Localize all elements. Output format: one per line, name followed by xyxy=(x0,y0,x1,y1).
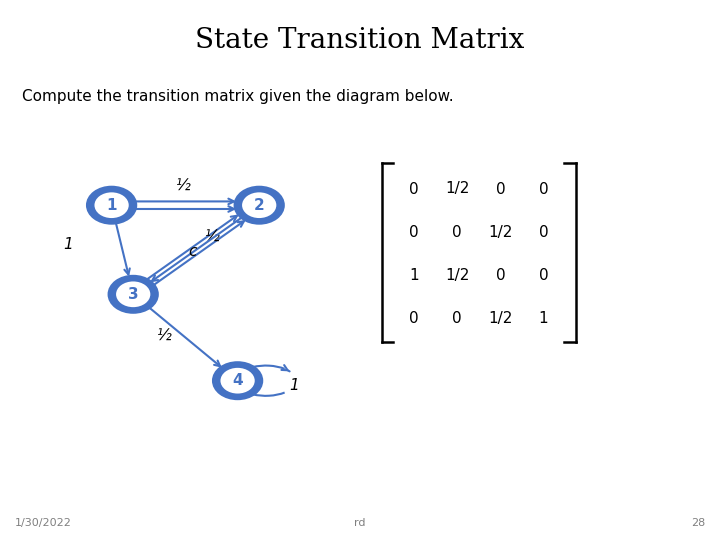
Text: 4: 4 xyxy=(233,373,243,388)
Text: ½: ½ xyxy=(205,230,220,245)
Text: 1/2: 1/2 xyxy=(488,311,513,326)
Text: 0: 0 xyxy=(539,225,549,240)
Text: 1: 1 xyxy=(63,237,73,252)
Text: 1/2: 1/2 xyxy=(488,225,513,240)
Text: 0: 0 xyxy=(539,181,549,197)
Text: c: c xyxy=(189,244,197,259)
Text: 3: 3 xyxy=(128,287,138,302)
Text: 1/2: 1/2 xyxy=(445,181,469,197)
Text: 2: 2 xyxy=(254,198,264,213)
Circle shape xyxy=(242,192,276,218)
Circle shape xyxy=(116,281,150,307)
Circle shape xyxy=(213,362,262,399)
Text: 0: 0 xyxy=(495,268,505,283)
Text: 1/30/2022: 1/30/2022 xyxy=(14,518,71,528)
Text: 0: 0 xyxy=(539,268,549,283)
Text: Compute the transition matrix given the diagram below.: Compute the transition matrix given the … xyxy=(22,89,453,104)
Text: 0: 0 xyxy=(452,311,462,326)
Text: ½: ½ xyxy=(176,179,191,194)
Circle shape xyxy=(87,187,136,224)
Circle shape xyxy=(94,192,129,218)
Text: 0: 0 xyxy=(409,225,419,240)
Text: ½: ½ xyxy=(157,328,171,343)
Text: 0: 0 xyxy=(409,311,419,326)
Text: 1/2: 1/2 xyxy=(445,268,469,283)
Circle shape xyxy=(235,187,284,224)
Text: 1: 1 xyxy=(539,311,549,326)
Text: 1: 1 xyxy=(107,198,117,213)
Text: 0: 0 xyxy=(452,225,462,240)
Text: 1: 1 xyxy=(289,378,299,393)
Text: 28: 28 xyxy=(691,518,706,528)
Circle shape xyxy=(220,368,255,394)
Text: 1: 1 xyxy=(409,268,419,283)
Text: 0: 0 xyxy=(409,181,419,197)
Text: rd: rd xyxy=(354,518,366,528)
Text: State Transition Matrix: State Transition Matrix xyxy=(195,27,525,54)
Circle shape xyxy=(109,276,158,313)
Text: 0: 0 xyxy=(495,181,505,197)
